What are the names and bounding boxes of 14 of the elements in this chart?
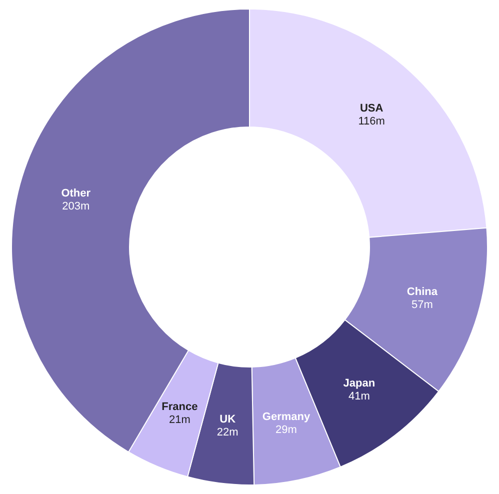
slice-label: China bbox=[406, 286, 438, 298]
data-label: 203m bbox=[62, 200, 90, 213]
slice-label: France bbox=[162, 400, 198, 413]
data-label: 57m bbox=[411, 298, 433, 311]
data-label: 116m bbox=[358, 116, 385, 128]
slice-label: Germany bbox=[262, 411, 311, 424]
data-label: 22m bbox=[216, 426, 238, 439]
data-label: 41m bbox=[348, 390, 370, 403]
slice-label: Other bbox=[61, 188, 92, 200]
slice-label: UK bbox=[220, 414, 236, 426]
slice-label: USA bbox=[360, 102, 384, 115]
data-label: 29m bbox=[276, 424, 297, 436]
slice-label: Japan bbox=[343, 378, 376, 390]
data-label: 21m bbox=[168, 414, 190, 426]
